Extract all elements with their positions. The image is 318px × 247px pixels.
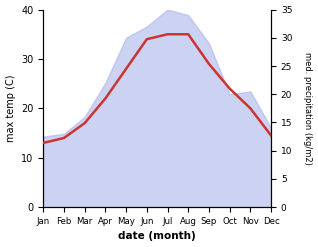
Y-axis label: med. precipitation (kg/m2): med. precipitation (kg/m2) [303, 52, 313, 165]
X-axis label: date (month): date (month) [118, 231, 196, 242]
Y-axis label: max temp (C): max temp (C) [5, 75, 16, 142]
